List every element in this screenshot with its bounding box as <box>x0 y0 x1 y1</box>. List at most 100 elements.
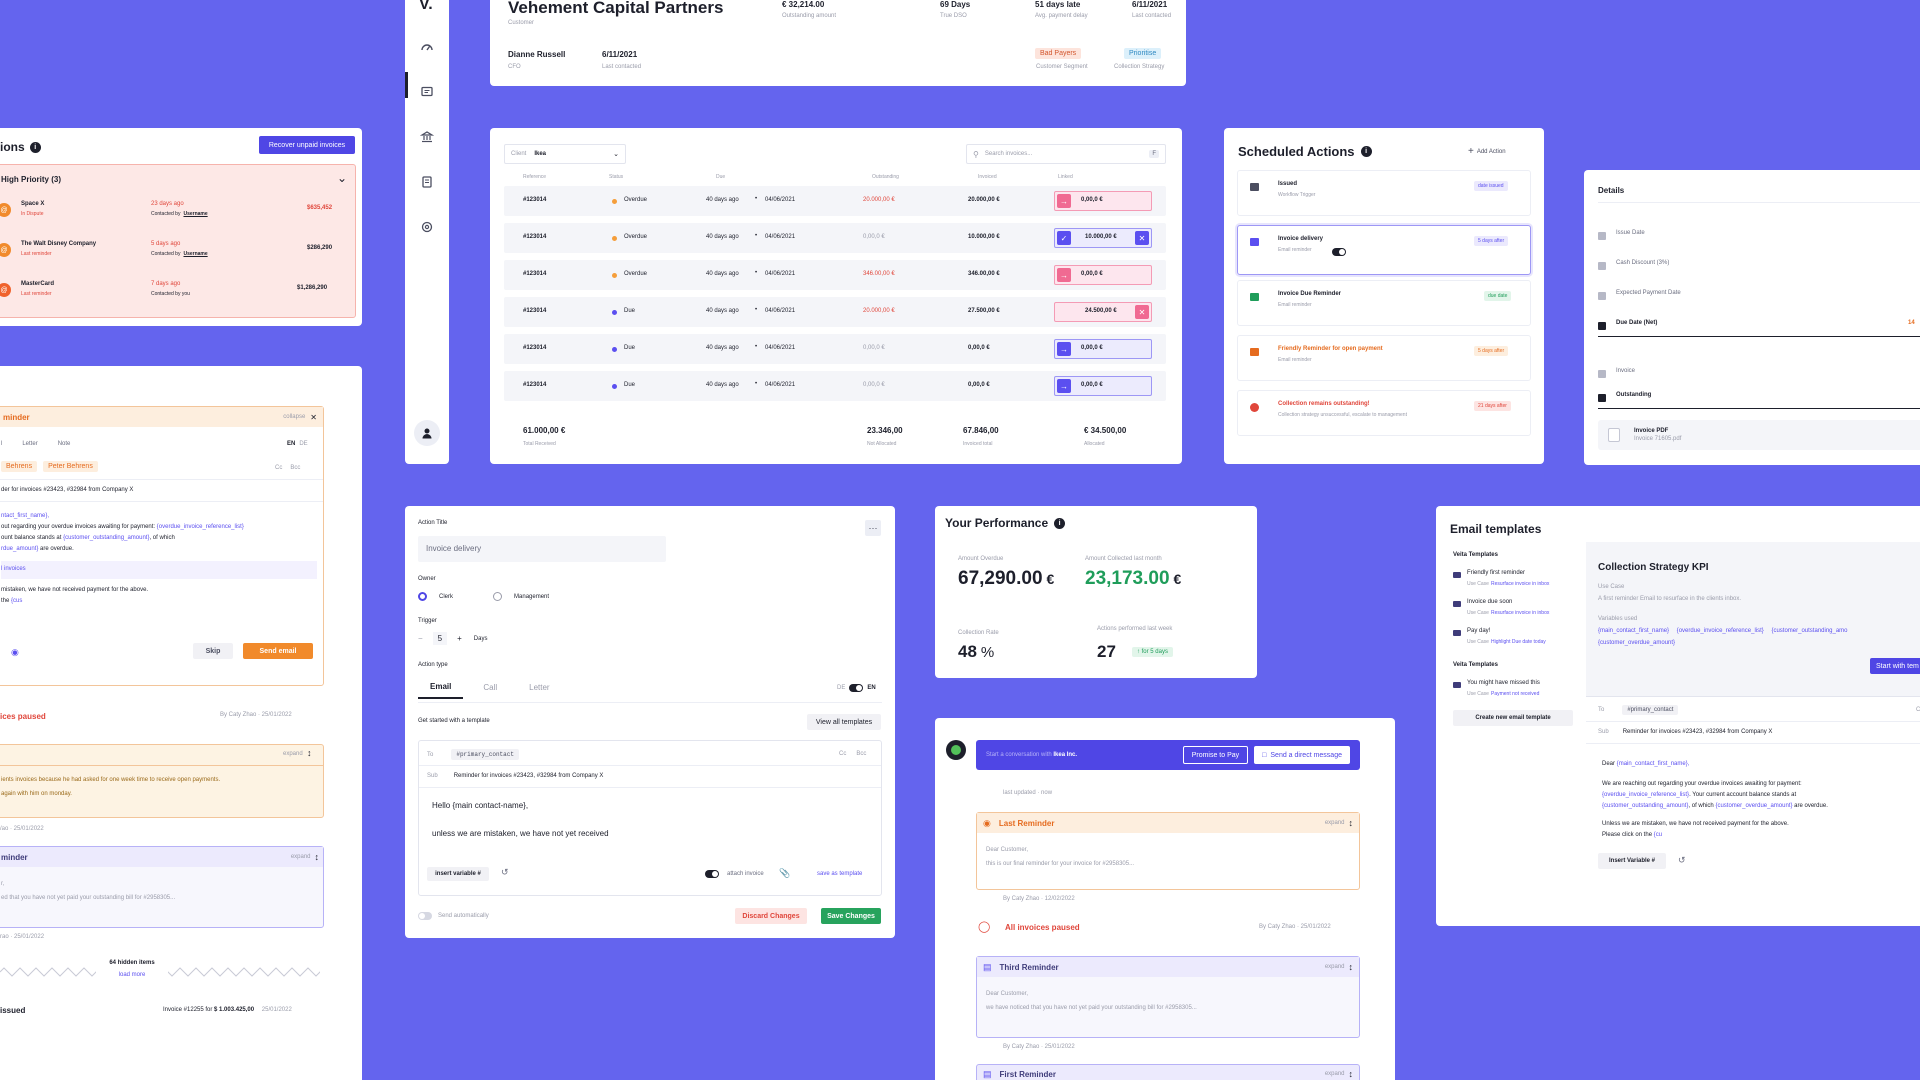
lang-en[interactable]: EN <box>867 685 876 691</box>
table-row[interactable]: #123014 Due 40 days ago • 04/06/2021 0,00,0 €… <box>504 371 1166 401</box>
undo-icon[interactable]: ↺ <box>501 867 509 877</box>
linked-amount-box[interactable]: → 0,00,0 € <box>1054 265 1152 285</box>
send-direct-message-button[interactable]: □ Send a direct message <box>1254 746 1350 764</box>
tab-note[interactable]: Note <box>57 441 71 447</box>
lang-de[interactable]: DE <box>299 441 308 447</box>
link-arrow-icon[interactable]: → <box>1057 268 1071 282</box>
table-row[interactable]: #123014 Overdue 40 days ago • 04/06/2021 20.0… <box>504 186 1166 216</box>
bcc-button[interactable]: Bcc <box>856 751 867 757</box>
email-subject[interactable]: der for invoices #23423, #32984 from Com… <box>1 487 134 493</box>
trigger-stepper[interactable]: − 5 + Days <box>418 632 487 645</box>
dashboard-icon[interactable] <box>420 40 434 54</box>
expand-button[interactable]: expand <box>1324 820 1345 826</box>
language-toggle[interactable] <box>849 684 864 692</box>
trigger-value[interactable]: 5 <box>432 632 448 645</box>
scheduled-action-item[interactable]: Collection remains outstanding! Collectio… <box>1237 390 1531 436</box>
recipient-chip[interactable]: Peter Behrens <box>43 461 98 472</box>
undo-icon[interactable]: ↺ <box>1678 855 1686 865</box>
scheduled-action-item[interactable]: Friendly Reminder for open payment Email … <box>1237 335 1531 381</box>
table-row[interactable]: #123014 Due 40 days ago • 04/06/2021 0,00,0 €… <box>504 334 1166 364</box>
email-body-line[interactable]: Hello {main contact-name}, <box>432 801 529 810</box>
cc-button[interactable]: Cc <box>1916 707 1920 713</box>
linked-amount-box[interactable]: 24.500,00 € ✕ <box>1054 302 1152 322</box>
template-item[interactable]: You might have missed this Use Case Paymen… <box>1453 680 1583 706</box>
unlink-icon[interactable]: ✕ <box>1135 305 1149 319</box>
minus-icon[interactable]: − <box>418 634 423 643</box>
client-select[interactable]: Client Ikea ⌄ <box>504 144 626 164</box>
tab-letter[interactable]: Letter <box>22 441 38 447</box>
plus-icon[interactable]: + <box>457 634 462 643</box>
recipient-chip[interactable]: Behrens <box>1 461 38 472</box>
link-arrow-icon[interactable]: → <box>1057 379 1071 393</box>
scheduled-action-item[interactable]: Invoice Due Reminder Email reminder due da… <box>1237 280 1531 326</box>
template-item[interactable]: Friendly first reminder Use Case Resurface… <box>1453 570 1583 596</box>
expand-button[interactable]: expand <box>290 854 311 860</box>
attach-toggle[interactable] <box>705 870 719 878</box>
scheduled-action-item[interactable]: Issued Workflow Trigger date issued <box>1237 170 1531 216</box>
expand-icon[interactable]: ↕ <box>307 748 312 758</box>
save-as-template-link[interactable]: save as template <box>817 871 863 877</box>
document-icon[interactable] <box>420 175 434 189</box>
app-logo[interactable]: V. <box>419 0 433 13</box>
hidden-items-box[interactable]: 64 hidden items load more <box>96 956 168 984</box>
linked-amount-box[interactable]: → 0,00,0 € <box>1054 191 1152 211</box>
discard-changes-button[interactable]: Discard Changes <box>735 908 807 924</box>
recover-unpaid-button[interactable]: Recover unpaid invoices <box>259 136 355 154</box>
bank-icon[interactable] <box>420 130 434 144</box>
expand-icon[interactable]: ↕ <box>1348 962 1354 972</box>
unlink-icon[interactable]: ✕ <box>1135 231 1149 245</box>
email-reminder-toggle[interactable] <box>1332 248 1346 256</box>
owner-radio-clerk[interactable] <box>418 592 427 601</box>
load-more-link[interactable]: load more <box>118 972 146 978</box>
subject-input[interactable]: Reminder for invoices #23423, #32984 fro… <box>1622 729 1773 735</box>
table-row[interactable]: #123014 Overdue 40 days ago • 04/06/2021 346.… <box>504 260 1166 290</box>
expand-icon[interactable]: ↕ <box>314 852 320 862</box>
expand-icon[interactable]: ↕ <box>1348 818 1354 828</box>
bcc-button[interactable]: Bcc <box>290 465 301 471</box>
send-automatically-toggle[interactable] <box>418 912 432 920</box>
add-action-button[interactable]: + Add Action <box>1468 146 1506 157</box>
expand-button[interactable]: expand <box>283 751 303 757</box>
start-with-template-button[interactable]: Start with tem <box>1870 658 1920 674</box>
template-item[interactable]: Pay day! Use Case Highlight Due date today <box>1453 628 1583 654</box>
conversation-input[interactable]: Start a conversation with Ikea Inc. <box>986 752 1077 758</box>
user-avatar[interactable] <box>414 420 440 446</box>
link-arrow-icon[interactable]: → <box>1057 342 1071 356</box>
expand-button[interactable]: expand <box>1324 1071 1345 1077</box>
table-row[interactable]: #123014 Overdue 40 days ago • 04/06/2021 0,00… <box>504 223 1166 253</box>
tab-call[interactable]: Call <box>483 683 498 692</box>
priority-item[interactable]: @ The Walt Disney Company Last reminder 5 d… <box>0 237 355 271</box>
insert-variable-button[interactable]: insert variable # <box>427 867 489 881</box>
messages-icon[interactable] <box>420 85 434 99</box>
table-row[interactable]: #123014 Due 40 days ago • 04/06/2021 20.000,0… <box>504 297 1166 327</box>
link-arrow-icon[interactable]: ✓ <box>1057 231 1071 245</box>
save-changes-button[interactable]: Save Changes <box>821 908 881 924</box>
close-icon[interactable]: ✕ <box>310 412 317 422</box>
eye-icon[interactable]: ◉ <box>11 647 19 657</box>
invoice-pdf[interactable]: Invoice PDF Invoice 71605.pdf <box>1598 420 1920 450</box>
expand-icon[interactable]: ↕ <box>1348 1069 1354 1079</box>
tab-email[interactable]: l <box>1 441 3 447</box>
priority-item[interactable]: @ MasterCard Last reminder 7 days ago Contac… <box>0 277 355 311</box>
invoice-search[interactable]: ⚲ Search invoices... F <box>966 144 1166 164</box>
skip-button[interactable]: Skip <box>193 643 233 659</box>
cc-button[interactable]: Cc <box>839 751 847 757</box>
promise-to-pay-button[interactable]: Promise to Pay <box>1182 746 1249 764</box>
chevron-down-icon[interactable]: ⌄ <box>337 171 348 185</box>
filter-icon[interactable]: F <box>1149 150 1159 158</box>
recipient-chip[interactable]: #primary_contact <box>451 749 519 760</box>
action-title-input[interactable]: Invoice delivery <box>418 536 666 562</box>
template-item[interactable]: Invoice due soon Use Case Resurface invoic… <box>1453 599 1583 625</box>
lang-de[interactable]: DE <box>837 685 846 691</box>
subject-input[interactable]: Reminder for invoices #23423, #32984 fro… <box>453 773 604 779</box>
email-body-line[interactable]: unless we are mistaken, we have not yet … <box>432 829 609 838</box>
settings-icon[interactable] <box>420 220 434 234</box>
cc-button[interactable]: Cc <box>275 465 283 471</box>
scheduled-action-item[interactable]: Invoice delivery Email reminder 5 days aft… <box>1237 225 1531 275</box>
collapse-button[interactable]: collapse <box>283 414 306 420</box>
linked-amount-box[interactable]: → 0,00,0 € <box>1054 339 1152 359</box>
tab-letter[interactable]: Letter <box>529 683 550 692</box>
expand-button[interactable]: expand <box>1324 964 1345 970</box>
linked-amount-box[interactable]: ✓ 10.000,00 € ✕ <box>1054 228 1152 248</box>
linked-amount-box[interactable]: → 0,00,0 € <box>1054 376 1152 396</box>
